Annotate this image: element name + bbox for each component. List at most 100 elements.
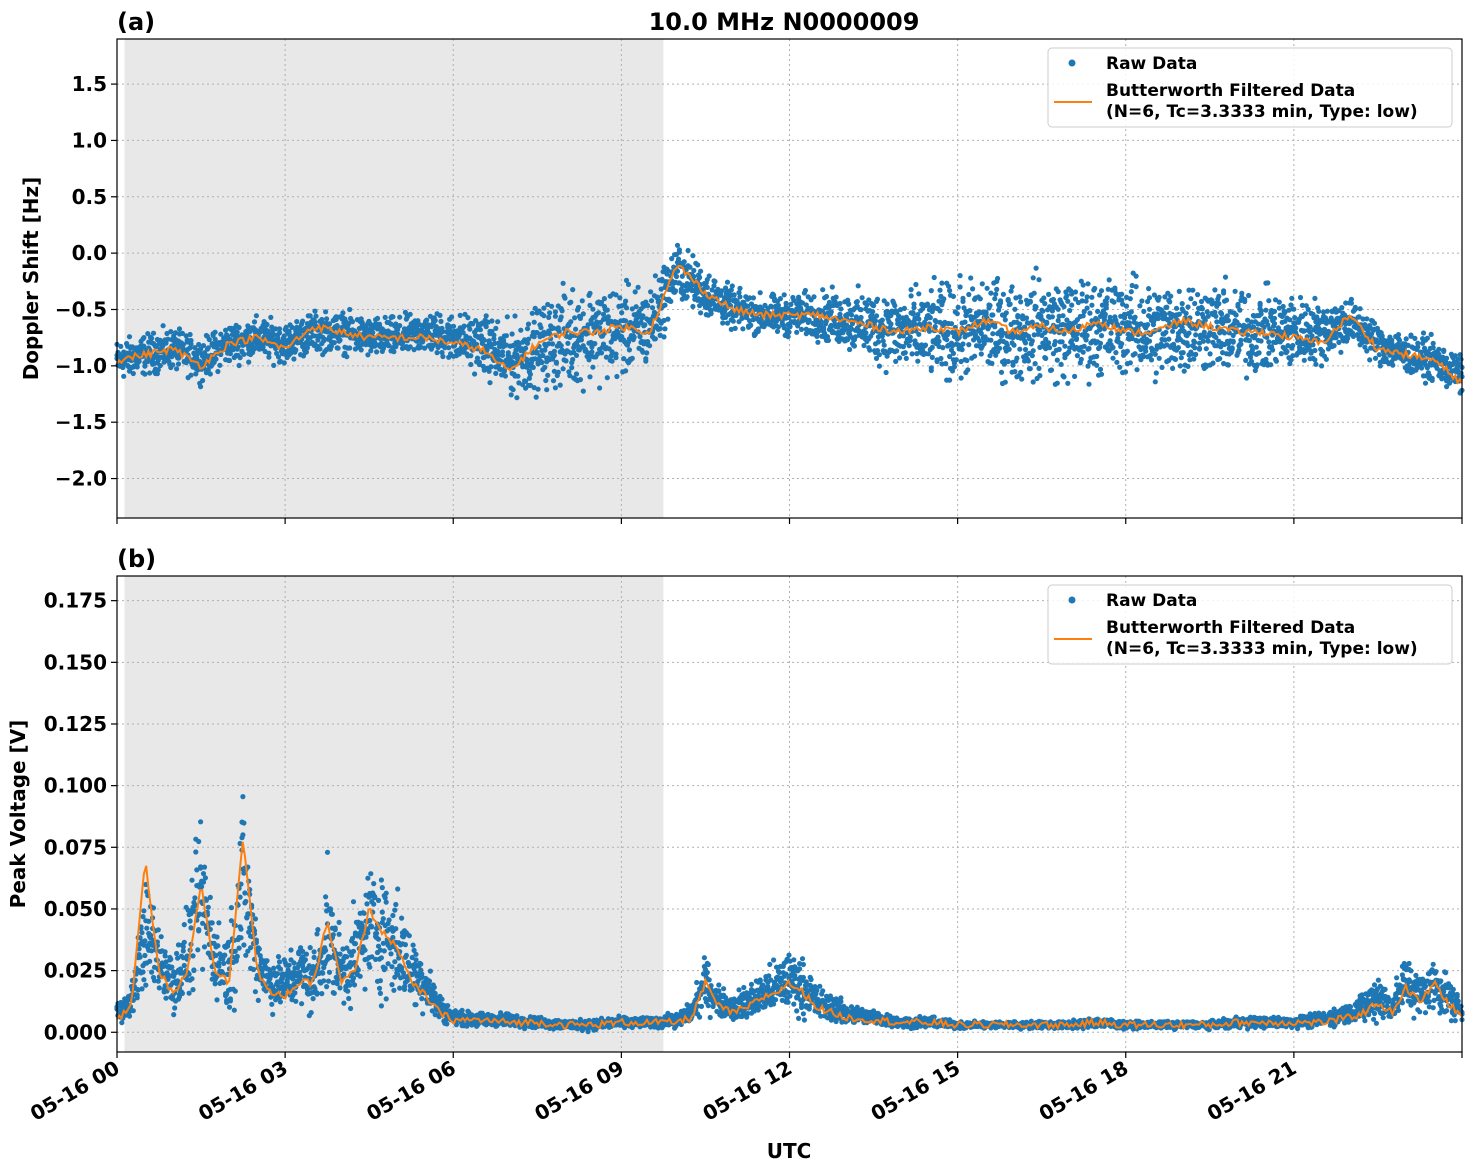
raw-data-point	[1205, 338, 1211, 344]
raw-data-point	[311, 949, 317, 955]
raw-data-point	[916, 291, 922, 297]
raw-data-point	[796, 294, 802, 300]
raw-data-point	[188, 925, 194, 931]
raw-data-point	[163, 340, 169, 346]
raw-data-point	[649, 305, 656, 311]
raw-data-point	[1170, 365, 1176, 371]
raw-data-point	[1173, 305, 1180, 311]
raw-data-point	[1086, 381, 1092, 387]
raw-data-point	[271, 965, 277, 971]
raw-data-point	[541, 305, 547, 311]
raw-data-point	[967, 308, 973, 314]
raw-data-point	[415, 318, 421, 324]
raw-data-point	[324, 329, 331, 335]
raw-data-point	[1181, 368, 1187, 374]
raw-data-point	[1436, 346, 1442, 352]
raw-data-point	[798, 326, 805, 332]
raw-data-point	[347, 306, 353, 313]
raw-data-point	[213, 356, 219, 362]
raw-data-point	[1017, 346, 1023, 352]
raw-data-point	[438, 318, 444, 324]
raw-data-point	[1185, 304, 1191, 310]
raw-data-point	[1415, 340, 1421, 346]
raw-data-point	[1364, 316, 1370, 322]
raw-data-point	[848, 312, 855, 318]
raw-data-point	[448, 328, 454, 334]
raw-data-point	[674, 242, 681, 248]
raw-data-point	[902, 350, 908, 356]
raw-data-point	[217, 362, 223, 368]
raw-data-point	[837, 300, 843, 307]
raw-data-point	[544, 387, 550, 393]
raw-data-point	[633, 304, 639, 310]
raw-data-point	[870, 309, 876, 315]
raw-data-point	[1055, 289, 1061, 295]
raw-data-point	[957, 284, 963, 290]
raw-data-point	[990, 331, 996, 337]
raw-data-point	[916, 331, 922, 337]
raw-data-point	[1127, 296, 1133, 302]
raw-data-point	[1280, 303, 1286, 310]
raw-data-point	[196, 341, 202, 348]
raw-data-point	[711, 283, 717, 289]
raw-data-point	[147, 958, 153, 964]
raw-data-point	[604, 375, 610, 381]
raw-data-point	[997, 345, 1003, 351]
raw-data-point	[1273, 358, 1279, 364]
raw-data-point	[623, 298, 629, 304]
raw-data-point	[523, 345, 529, 351]
raw-data-point	[1164, 304, 1170, 310]
raw-data-point	[238, 926, 244, 932]
raw-data-point	[1141, 308, 1147, 314]
raw-data-point	[1098, 371, 1105, 377]
raw-data-point	[695, 262, 701, 268]
raw-data-point	[626, 347, 633, 353]
raw-data-point	[997, 300, 1004, 306]
raw-data-point	[957, 273, 963, 279]
raw-data-point	[563, 358, 569, 364]
raw-data-point	[590, 364, 596, 370]
raw-data-point	[1336, 339, 1342, 345]
raw-data-point	[1046, 340, 1052, 346]
raw-data-point	[959, 347, 965, 353]
raw-data-point	[926, 328, 933, 334]
raw-data-point	[1084, 294, 1090, 300]
figure-title: 10.0 MHz N0000009	[649, 8, 920, 36]
raw-data-point	[325, 978, 332, 984]
raw-data-point	[335, 345, 341, 351]
raw-data-point	[631, 334, 637, 340]
raw-data-point	[587, 290, 593, 296]
raw-data-point	[155, 978, 161, 984]
raw-data-point	[304, 345, 310, 351]
raw-data-point	[1192, 345, 1198, 351]
raw-data-point	[1257, 302, 1263, 308]
raw-data-point	[312, 319, 318, 325]
raw-data-point	[1018, 369, 1024, 375]
raw-data-point	[1312, 295, 1318, 301]
raw-data-point	[487, 380, 493, 386]
raw-data-point	[559, 308, 565, 314]
raw-data-point	[958, 375, 964, 381]
raw-data-point	[1289, 295, 1295, 301]
raw-data-point	[532, 305, 538, 311]
raw-data-point	[1301, 357, 1307, 363]
raw-data-point	[1073, 335, 1080, 341]
raw-data-point	[286, 962, 292, 968]
raw-data-point	[276, 959, 283, 965]
raw-data-point	[337, 985, 343, 991]
raw-data-point	[1101, 317, 1107, 323]
raw-data-point	[314, 990, 320, 996]
raw-data-point	[1268, 362, 1274, 368]
raw-data-point	[317, 346, 323, 352]
raw-data-point	[892, 303, 898, 309]
raw-data-point	[145, 331, 151, 337]
raw-data-point	[1441, 347, 1447, 353]
raw-data-point	[568, 299, 574, 305]
raw-data-point	[508, 392, 514, 398]
raw-data-point	[1265, 280, 1271, 286]
raw-data-point	[1029, 353, 1035, 359]
raw-data-point	[960, 341, 966, 347]
raw-data-point	[221, 960, 227, 967]
raw-data-point	[170, 362, 176, 368]
raw-data-point	[524, 340, 531, 346]
